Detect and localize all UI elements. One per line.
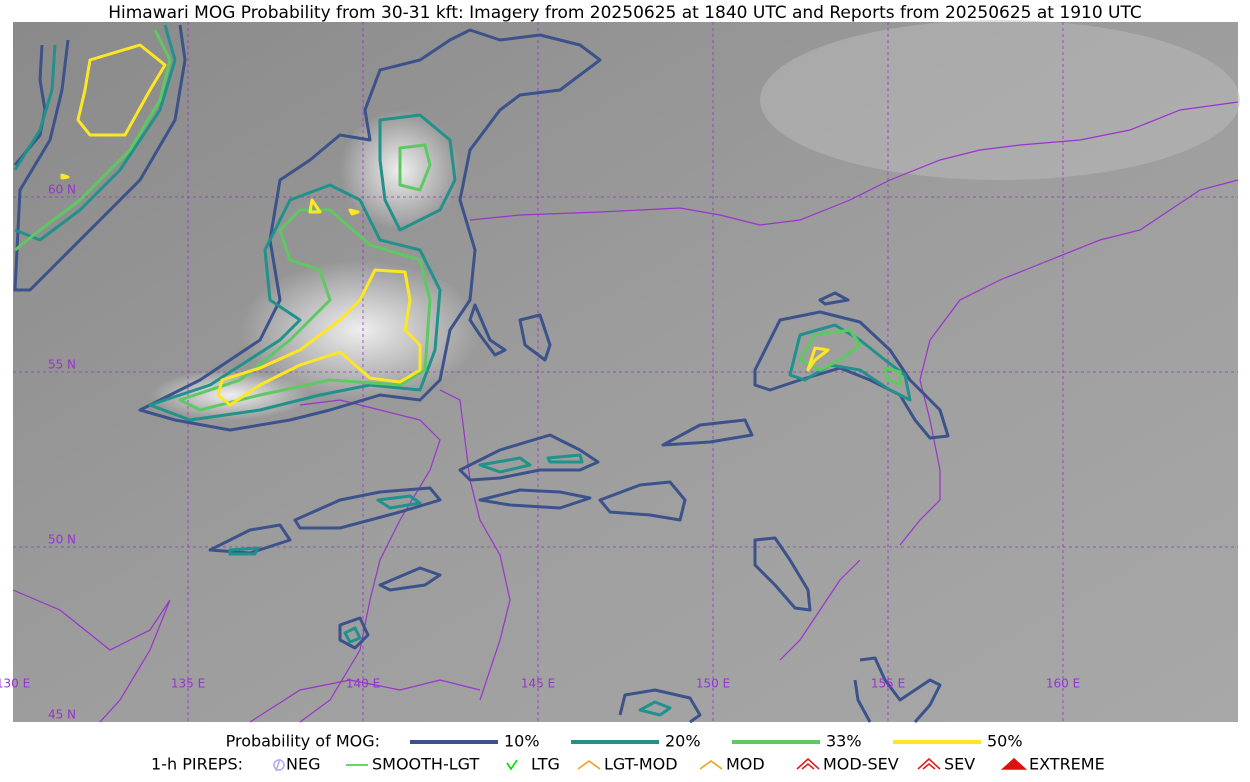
lon-label: 145 E [521, 677, 555, 691]
legend-label: EXTREME [1029, 755, 1105, 774]
lat-label: 60 N [48, 183, 76, 197]
legend-label: 33% [826, 732, 862, 751]
cloud [760, 20, 1240, 180]
legend-icon [506, 759, 518, 771]
map: 60 N 55 N 50 N 45 N 130 E 135 E 140 E 145 E 150 … [0, 20, 1240, 724]
legend-label: LGT-MOD [604, 755, 678, 774]
legend-label: NEG [286, 755, 320, 774]
lon-label: 160 E [1046, 677, 1080, 691]
contours [13, 24, 950, 724]
legend-title: Probability of MOG: [226, 732, 380, 751]
legend-label: MOD-SEV [823, 755, 899, 774]
legend-label: MOD [726, 755, 765, 774]
legend-title: 1-h PIREPS: [151, 755, 243, 774]
legend-label: SMOOTH-LGT [372, 755, 479, 774]
lon-label: 140 E [346, 677, 380, 691]
legend-label: LTG [531, 755, 560, 774]
legend: Probability of MOG: 10% 20% 33% 50% 1-h PIREP… [151, 732, 1105, 774]
legend-icon [273, 758, 285, 772]
lat-label: 50 N [48, 533, 76, 547]
coastlines [12, 101, 1239, 723]
lon-label: 155 E [871, 677, 905, 691]
legend-label: SEV [944, 755, 975, 774]
legend-icon [577, 760, 601, 770]
title: Himawari MOG Probability from 30-31 kft:… [108, 3, 1142, 23]
lon-label: 150 E [696, 677, 730, 691]
legend-label: 50% [987, 732, 1023, 751]
lon-label: 135 E [171, 677, 205, 691]
lon-label: 130 E [0, 677, 30, 691]
gridlines [13, 22, 1238, 722]
lat-label: 45 N [48, 708, 76, 722]
legend-icon [917, 757, 941, 770]
legend-icon [699, 760, 723, 770]
legend-icon [796, 757, 820, 770]
legend-label: 10% [504, 732, 540, 751]
lat-label: 55 N [48, 358, 76, 372]
legend-icon [1000, 757, 1028, 770]
map-labels: 60 N 55 N 50 N 45 N 130 E 135 E 140 E 145 E 150 … [0, 183, 1080, 722]
legend-label: 20% [665, 732, 701, 751]
